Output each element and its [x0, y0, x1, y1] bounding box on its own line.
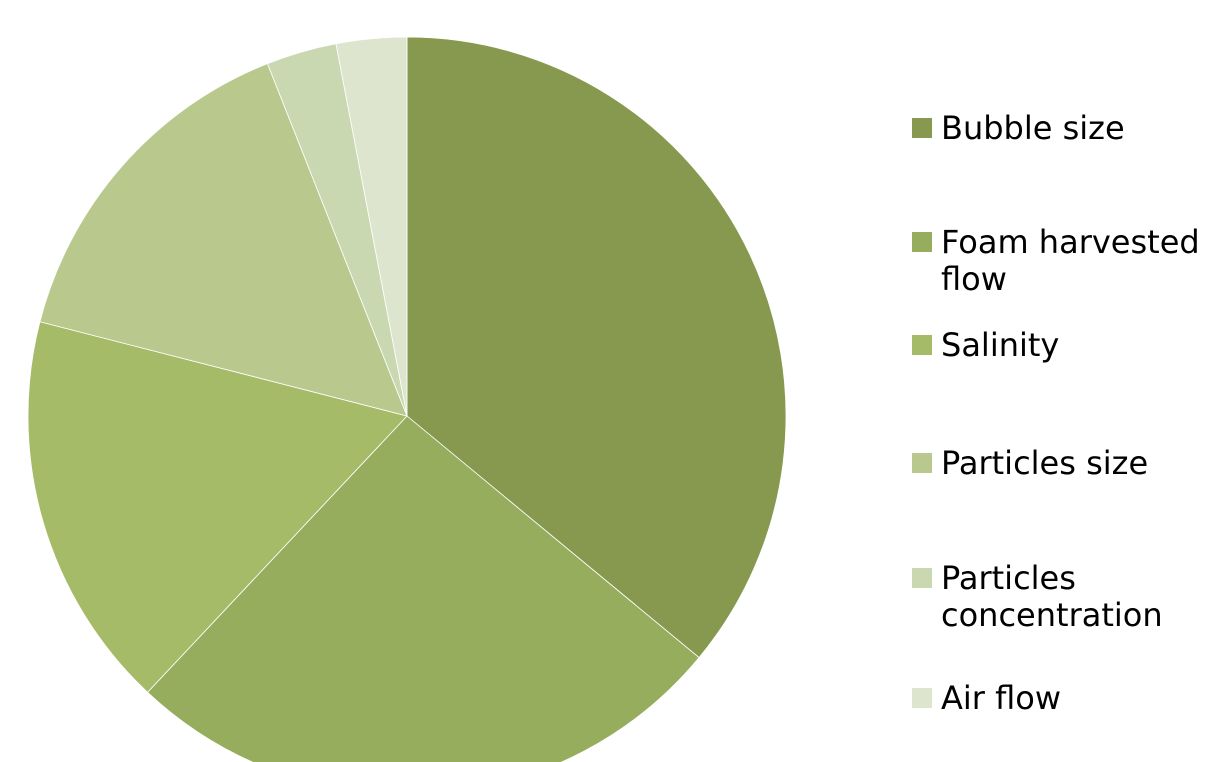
pie-slice: [406, 36, 787, 659]
legend-item: Particles size: [912, 445, 1222, 482]
legend-item: Salinity: [912, 327, 1222, 364]
legend-item: Bubble size: [912, 110, 1222, 147]
legend-swatch: [912, 232, 932, 252]
legend-item: Particles concentration: [912, 560, 1222, 634]
legend-swatch: [912, 568, 932, 588]
legend-swatch: [912, 335, 932, 355]
legend-label: Bubble size: [941, 109, 1125, 147]
pie-slice: [146, 415, 700, 762]
legend-label: Particles concentration: [941, 559, 1163, 634]
legend-label: Particles size: [941, 444, 1149, 482]
pie-slice: [39, 63, 408, 417]
legend-swatch: [912, 688, 932, 708]
legend-label: Salinity: [941, 326, 1060, 364]
legend-swatch: [912, 118, 932, 138]
legend-label: Air flow: [941, 679, 1062, 717]
legend-swatch: [912, 453, 932, 473]
pie-slice: [27, 321, 408, 693]
legend-item: Air flow: [912, 680, 1222, 717]
legend-label: Foam harvested flow: [941, 223, 1200, 298]
pie-slice: [335, 36, 408, 417]
legend-item: Foam harvested flow: [912, 224, 1222, 298]
